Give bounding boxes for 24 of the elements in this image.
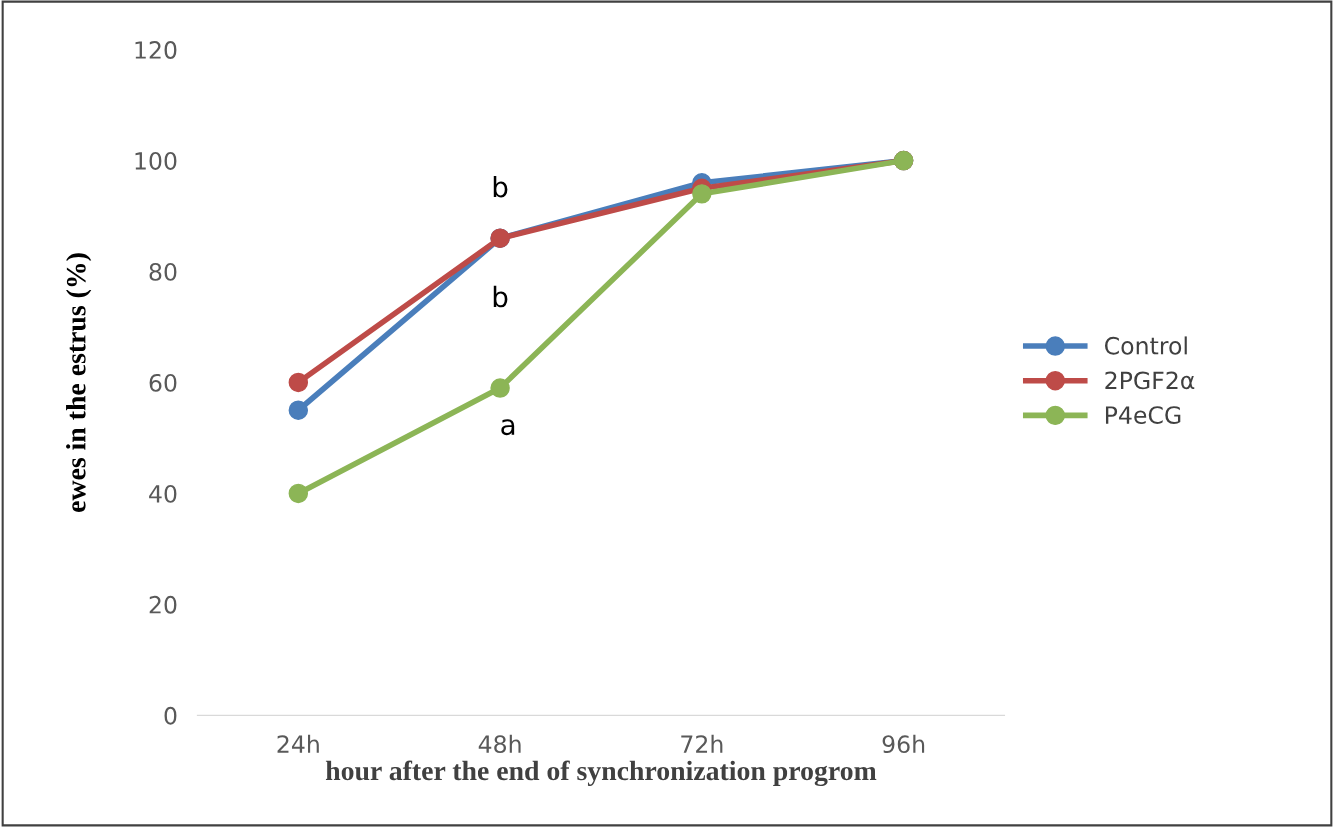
x-tick-label: 24h [277,734,319,753]
annotation: a [501,419,515,436]
annotation: b [493,285,508,308]
annotation: b [493,175,508,198]
point [692,184,712,204]
x-tick-label: 96h [882,734,925,754]
y-tick-label: 80 [149,262,177,281]
x-axis-title: hour after the end of synchronization progrom [325,760,877,787]
point [288,483,309,504]
x-tick-label: 48h [478,734,521,754]
y-tick-label: 120 [135,41,177,59]
y-tick-label: 0 [164,706,177,725]
legend-label: P4eCG [1105,406,1181,424]
x-tick-label: 72h [681,734,723,753]
y-axis-title: ewes in the estrus (%) [66,253,92,512]
point [288,372,309,393]
y-tick-label: 40 [149,484,177,503]
y-tick-label: 20 [149,595,177,614]
legend-label: Control [1104,336,1187,355]
point [490,378,510,398]
y-tick-label: 60 [149,373,177,392]
point [288,400,309,420]
y-tick-label: 100 [135,152,177,170]
legend-label: 2PGF2α [1105,371,1195,390]
